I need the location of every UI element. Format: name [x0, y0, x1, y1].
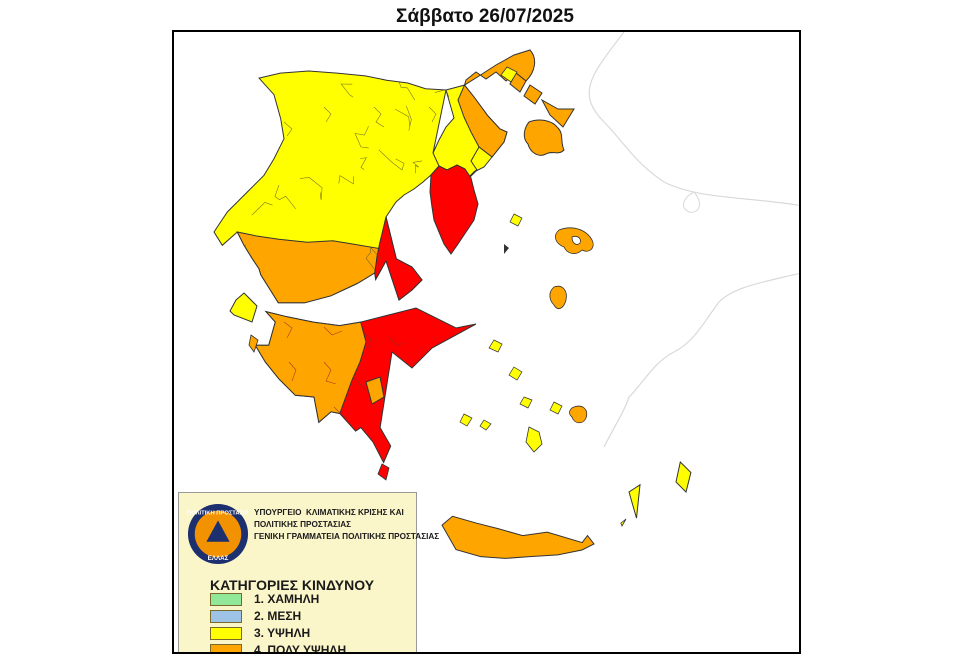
svg-text:ΕΛΛΑΣ: ΕΛΛΑΣ	[208, 555, 229, 562]
svg-text:ΠΟΛΙΤΙΚΗ ΠΡΟΣΤΑΣΙΑ: ΠΟΛΙΤΙΚΗ ΠΡΟΣΤΑΣΙΑ	[187, 511, 249, 517]
